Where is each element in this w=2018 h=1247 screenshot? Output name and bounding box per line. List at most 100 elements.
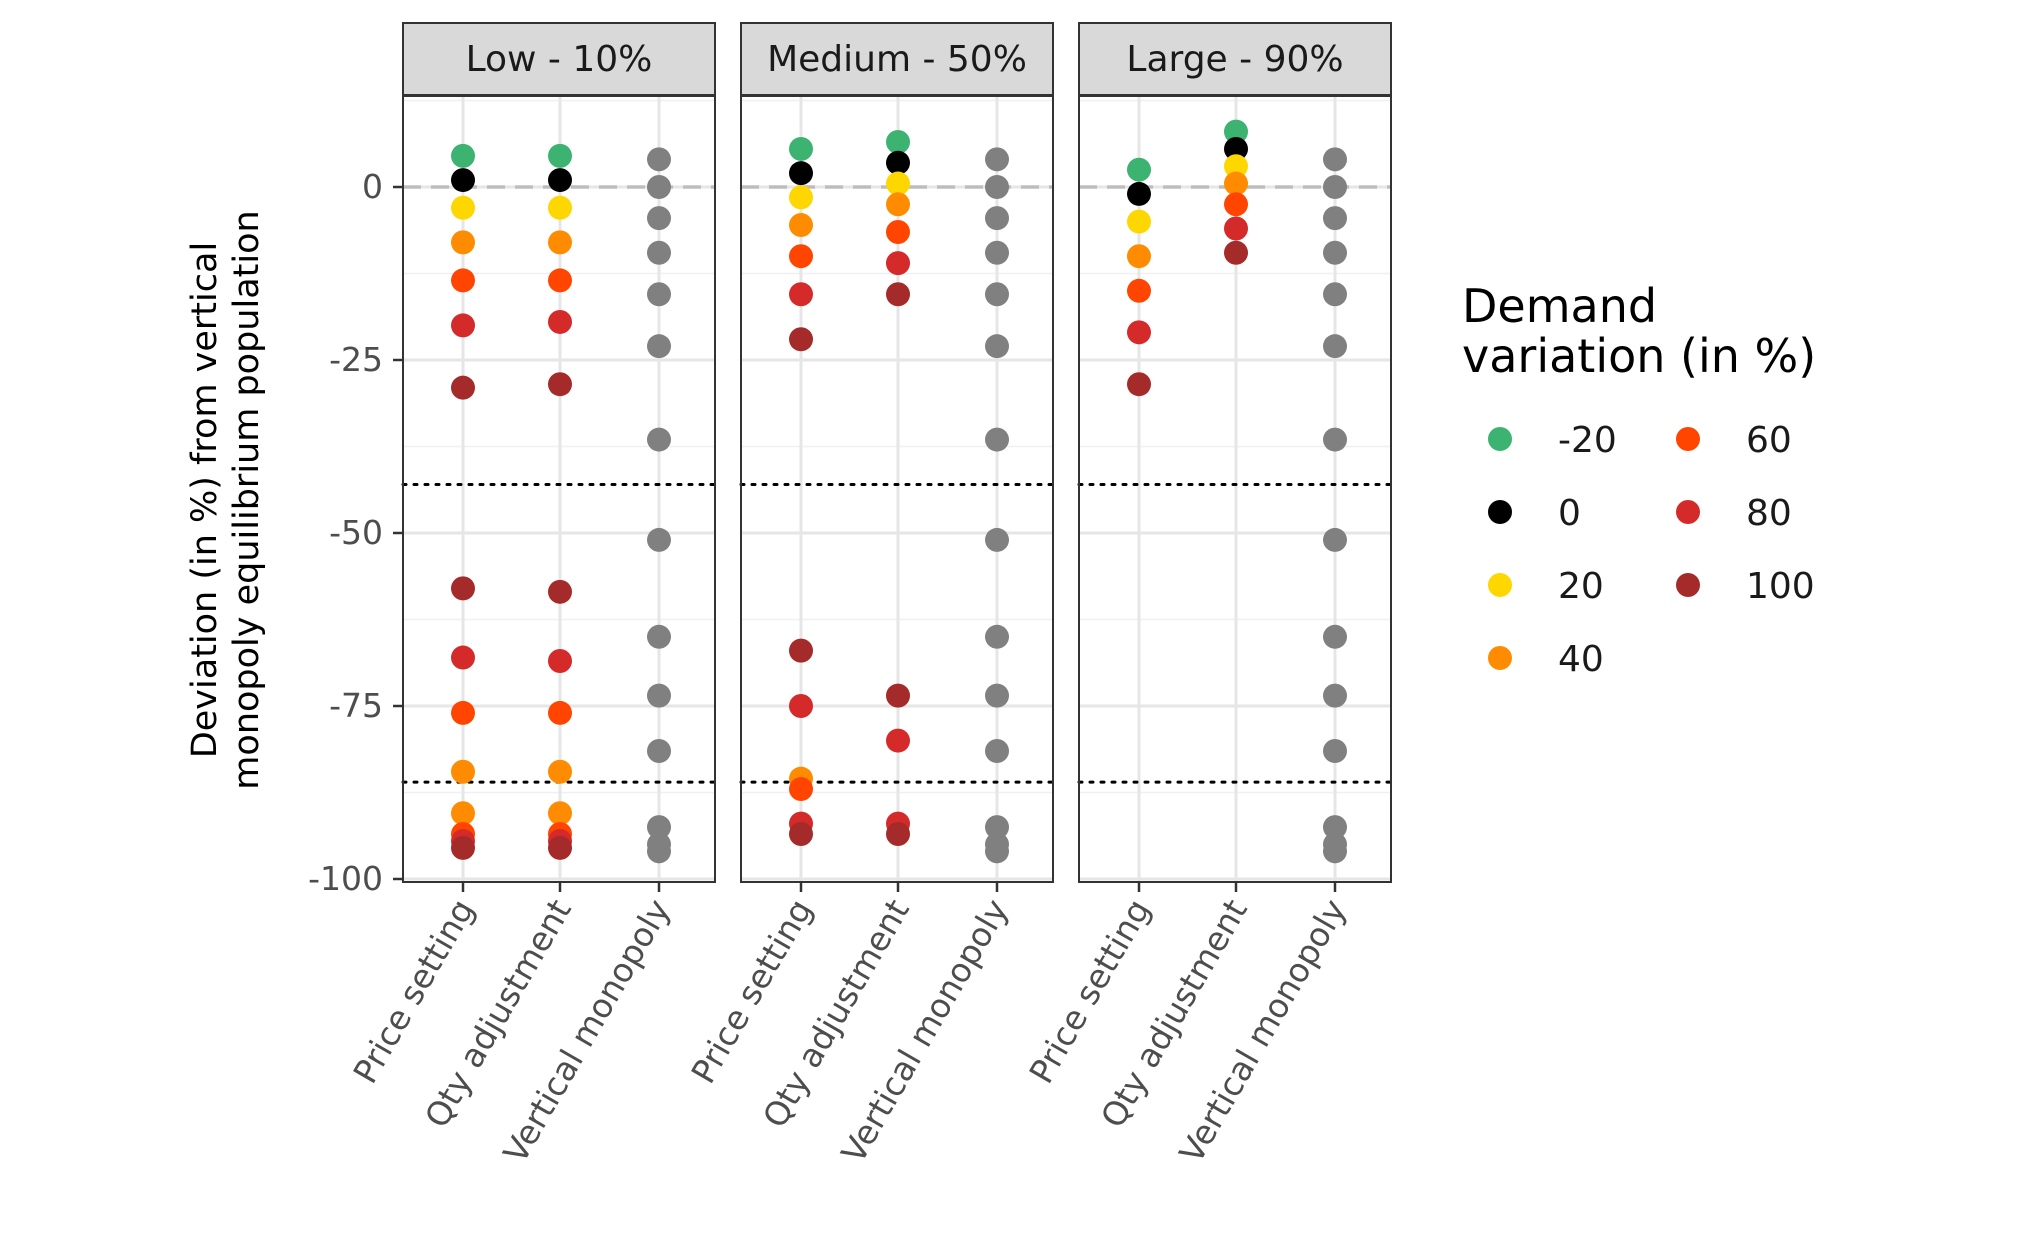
data-point-100 xyxy=(886,683,910,708)
data-point-vertical-monopoly xyxy=(647,683,671,708)
data-point--20 xyxy=(451,143,475,168)
data-point-100 xyxy=(548,372,572,397)
data-point-vertical-monopoly xyxy=(1323,147,1347,172)
data-point-vertical-monopoly xyxy=(647,839,671,864)
data-point--20 xyxy=(789,136,813,161)
data-point-vertical-monopoly xyxy=(1323,206,1347,231)
data-point-vertical-monopoly xyxy=(1323,815,1347,840)
legend-swatch xyxy=(1488,646,1512,670)
data-point-0 xyxy=(789,161,813,186)
data-point-vertical-monopoly xyxy=(1323,624,1347,649)
data-point-60 xyxy=(548,700,572,725)
facet-panel-2: Large - 90% xyxy=(1077,22,1393,883)
data-point-80 xyxy=(886,728,910,753)
data-point-vertical-monopoly xyxy=(1323,527,1347,552)
data-point-80 xyxy=(1127,320,1151,345)
legend-title-line1: Demand xyxy=(1462,279,1657,333)
facet-strip-label: Medium - 50% xyxy=(767,39,1027,80)
data-point-80 xyxy=(789,282,813,307)
data-point-vertical-monopoly xyxy=(647,334,671,359)
data-point-vertical-monopoly xyxy=(985,427,1009,452)
data-point-0 xyxy=(1127,181,1151,206)
data-point-80 xyxy=(548,649,572,674)
data-point-vertical-monopoly xyxy=(985,683,1009,708)
data-point-vertical-monopoly xyxy=(985,815,1009,840)
data-point-vertical-monopoly xyxy=(1323,282,1347,307)
data-point-vertical-monopoly xyxy=(985,282,1009,307)
data-point-100 xyxy=(548,579,572,604)
data-point-40 xyxy=(1224,171,1248,196)
data-point-vertical-monopoly xyxy=(985,240,1009,265)
y-tick-label: -50 xyxy=(329,513,383,552)
legend: Demand variation (in %) -20 0 20 40 60 80 100 xyxy=(1462,279,1816,680)
data-point-100 xyxy=(1224,240,1248,265)
data-point-80 xyxy=(451,645,475,670)
facet-panels: Low - 10% Medium - 50% Large - 90% xyxy=(401,22,1393,883)
data-point-vertical-monopoly xyxy=(647,175,671,199)
legend-label: 40 xyxy=(1558,639,1604,680)
data-point-80 xyxy=(789,694,813,718)
data-point-100 xyxy=(789,327,813,352)
data-point-100 xyxy=(886,282,910,307)
data-point--20 xyxy=(548,143,572,168)
legend-swatch xyxy=(1488,427,1512,451)
data-point-40 xyxy=(451,230,475,255)
legend-swatch xyxy=(1676,500,1700,524)
data-point-20 xyxy=(548,195,572,220)
data-point-100 xyxy=(1127,372,1151,397)
data-point-40 xyxy=(789,213,813,238)
data-point-vertical-monopoly xyxy=(647,282,671,307)
data-point-80 xyxy=(451,313,475,338)
data-point-100 xyxy=(451,576,475,601)
y-axis: 0 -25 -50 -75 -100 xyxy=(308,167,403,898)
data-point-60 xyxy=(1224,192,1248,217)
data-point-vertical-monopoly xyxy=(647,815,671,840)
legend-label: 60 xyxy=(1746,420,1792,461)
data-point-vertical-monopoly xyxy=(647,206,671,231)
data-point-60 xyxy=(886,219,910,244)
data-point-60 xyxy=(451,268,475,293)
data-point-vertical-monopoly xyxy=(985,334,1009,359)
data-point-vertical-monopoly xyxy=(985,147,1009,172)
data-point-100 xyxy=(789,638,813,663)
data-point-vertical-monopoly xyxy=(647,427,671,452)
legend-item--20: -20 xyxy=(1488,420,1617,461)
legend-label: 20 xyxy=(1558,566,1604,607)
data-point-0 xyxy=(451,168,475,193)
y-axis-title-line2: monopoly equilibrium population xyxy=(227,210,267,789)
y-axis-title: Deviation (in %) from vertical monopoly … xyxy=(185,210,267,789)
data-point-20 xyxy=(451,195,475,220)
data-point-100 xyxy=(886,822,910,847)
data-point-vertical-monopoly xyxy=(985,624,1009,649)
legend-swatch xyxy=(1488,500,1512,524)
data-point-vertical-monopoly xyxy=(647,738,671,763)
y-tick-label: 0 xyxy=(362,167,383,206)
legend-item-40: 40 xyxy=(1488,639,1604,680)
data-point-vertical-monopoly xyxy=(1323,738,1347,763)
legend-swatch xyxy=(1676,427,1700,451)
data-point-40 xyxy=(451,801,475,826)
data-point-20 xyxy=(1127,209,1151,234)
data-point-vertical-monopoly xyxy=(647,147,671,172)
data-point-100 xyxy=(451,835,475,860)
legend-label: -20 xyxy=(1558,420,1617,461)
legend-swatch xyxy=(1488,573,1512,597)
data-point-60 xyxy=(789,244,813,269)
y-axis-title-line1: Deviation (in %) from vertical xyxy=(185,242,225,758)
data-point-0 xyxy=(548,168,572,193)
data-point--20 xyxy=(886,130,910,155)
data-point-60 xyxy=(451,700,475,725)
data-point-60 xyxy=(548,268,572,293)
data-point-40 xyxy=(451,759,475,784)
legend-label: 100 xyxy=(1746,566,1815,607)
data-point-vertical-monopoly xyxy=(647,624,671,649)
data-point-80 xyxy=(886,251,910,276)
data-point-80 xyxy=(1224,216,1248,241)
y-tick-label: -100 xyxy=(308,859,383,898)
facet-strip-label: Low - 10% xyxy=(466,39,653,80)
facet-strip xyxy=(402,22,716,96)
legend-item-20: 20 xyxy=(1488,566,1604,607)
y-tick-label: -25 xyxy=(329,340,383,379)
facet-strip xyxy=(1078,22,1392,96)
